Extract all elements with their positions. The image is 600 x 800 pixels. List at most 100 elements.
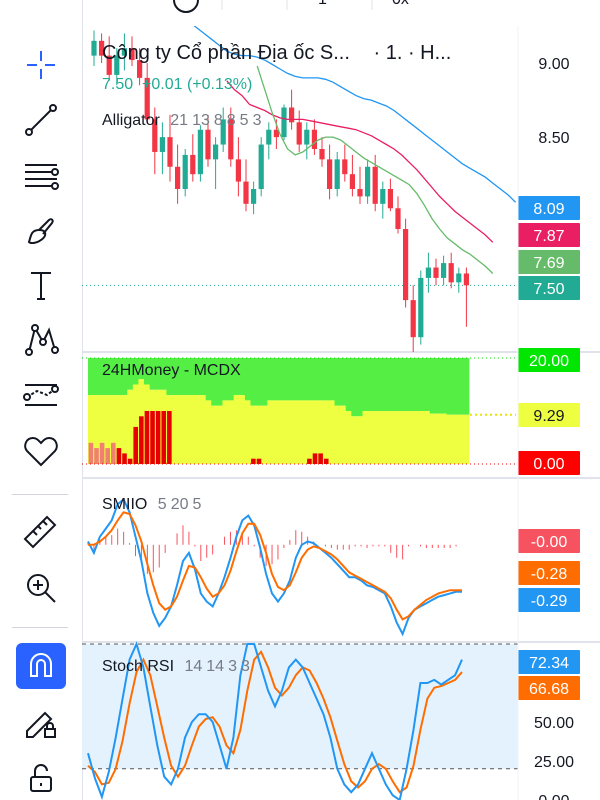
- mcdx-yellow-bar: [116, 395, 123, 464]
- mcdx-green-bar: [272, 358, 279, 401]
- candle-body: [159, 137, 165, 152]
- indicator-param: 5: [239, 112, 249, 129]
- mcdx-yellow-bar: [222, 400, 229, 464]
- candle-body: [220, 119, 226, 145]
- candle-body: [144, 77, 150, 120]
- mcdx-yellow-bar: [183, 395, 190, 464]
- symbol-interval: · 1. · H...: [373, 42, 452, 64]
- mcdx-green-bar: [211, 358, 218, 406]
- trend-line-icon[interactable]: [16, 97, 66, 143]
- mcdx-green-bar: [401, 358, 408, 411]
- mcdx-green-bar: [93, 358, 100, 396]
- mcdx-yellow-bar: [88, 395, 95, 464]
- fib-retracement-icon[interactable]: [16, 152, 66, 198]
- mcdx-yellow-bar: [368, 411, 375, 464]
- mcdx-green-bar: [384, 358, 391, 411]
- mcdx-green-bar: [205, 358, 212, 401]
- mcdx-yellow-bar: [457, 414, 464, 464]
- stochrsi-legend[interactable]: Stoch RSI 14 14 3 3: [102, 658, 254, 676]
- mcdx-green-bar: [244, 358, 251, 401]
- mcdx-yellow-bar: [256, 405, 263, 464]
- price-label-7-87: 7.87: [533, 228, 564, 245]
- price-label-8-09: 8.09: [533, 201, 564, 218]
- lock-drawings-icon[interactable]: [16, 698, 66, 744]
- ruler-icon[interactable]: [16, 508, 66, 554]
- symbol-legend[interactable]: Công ty Cổ phần Địa ốc S... · 1. · H...: [102, 42, 451, 65]
- mcdx-yellow-bar: [328, 400, 335, 464]
- candle-body: [304, 129, 310, 145]
- mcdx-green-bar: [194, 358, 201, 396]
- indicator-param: 14: [184, 658, 203, 675]
- magnet-icon[interactable]: [16, 643, 66, 689]
- mcdx-green-bar: [418, 358, 425, 411]
- candle-body: [91, 40, 97, 56]
- mcdx-green-bar: [312, 358, 319, 401]
- mcdx-salmon-bar: [105, 448, 111, 464]
- candle-body: [266, 129, 272, 145]
- mcdx-green-bar: [289, 358, 296, 401]
- mcdx-red-bar: [150, 411, 155, 464]
- mcdx-yellow-bar: [132, 384, 139, 464]
- candle-body: [463, 273, 469, 286]
- favorites-heart-icon[interactable]: [16, 428, 66, 474]
- smiio-label-1: -0.28: [531, 566, 568, 583]
- lips-line: [256, 65, 494, 274]
- mcdx-yellow-bar: [93, 395, 100, 464]
- mcdx-red-bar: [127, 458, 133, 464]
- indicator-param: 20: [170, 496, 189, 513]
- mcdx-red-bar: [307, 458, 312, 464]
- mcdx-green-bar: [256, 358, 263, 406]
- candle-body: [372, 166, 378, 204]
- chart-canvas[interactable]: 9.00 8.50 8.09 7.87 7.69 7.50 20.00 9.29 0.00 -0.…: [82, 26, 600, 800]
- crosshair-icon[interactable]: [16, 42, 66, 88]
- mcdx-label-1-bg: [518, 403, 580, 427]
- candle-body: [357, 189, 363, 197]
- candle-body: [425, 267, 431, 278]
- symbol-name[interactable]: Công ty Cổ phần Địa ốc S...: [102, 42, 350, 64]
- top-strip-snippet-1[interactable]: 1: [318, 0, 327, 9]
- mcdx-yellow-bar: [300, 400, 307, 464]
- mcdx-yellow-bar: [127, 389, 134, 464]
- mcdx-red-bar: [139, 416, 144, 464]
- indicator-name: Stoch RSI: [102, 658, 175, 675]
- smiio-label-0: -0.00: [531, 534, 568, 551]
- mcdx-green-bar: [435, 358, 442, 414]
- mcdx-green-bar: [440, 358, 447, 414]
- candle-body: [106, 55, 112, 75]
- candle-body: [395, 208, 401, 230]
- mcdx-salmon-bar: [99, 442, 105, 464]
- top-strip-snippet-2[interactable]: 0x: [392, 0, 409, 9]
- pattern-icon[interactable]: [16, 317, 66, 363]
- mcdx-yellow-bar: [401, 411, 408, 464]
- chart-area[interactable]: 9.00 8.50 8.09 7.87 7.69 7.50 20.00 9.29 0.00 -0.…: [82, 26, 600, 800]
- indicator-param: 21: [170, 112, 189, 129]
- unlock-icon[interactable]: [16, 754, 66, 800]
- mcdx-green-bar: [138, 358, 145, 380]
- mcdx-yellow-bar: [272, 400, 279, 464]
- candle-body: [433, 267, 439, 278]
- mcdx-yellow-bar: [228, 400, 235, 464]
- mcdx-green-bar: [261, 358, 268, 406]
- mcdx-green-bar: [362, 358, 369, 411]
- mcdx-label-2-bg: [518, 451, 580, 475]
- mcdx-green-bar: [172, 358, 179, 396]
- mcdx-label-0: 20.00: [529, 353, 569, 370]
- zoom-in-icon[interactable]: [16, 565, 66, 611]
- mcdx-green-bar: [177, 358, 184, 396]
- indicator-param: 3: [240, 658, 250, 675]
- brush-icon[interactable]: [16, 207, 66, 253]
- smiio-legend[interactable]: SMIIO 5 20 5: [102, 496, 205, 514]
- mcdx-yellow-bar: [306, 400, 313, 464]
- mcdx-yellow-bar: [373, 411, 380, 464]
- candle-body: [205, 129, 211, 160]
- price-change: 7.50 +0.01 (+0.13%): [102, 76, 253, 93]
- prediction-icon[interactable]: [16, 372, 66, 418]
- text-icon[interactable]: [16, 262, 66, 308]
- mcdx-green-bar: [228, 358, 235, 401]
- alligator-legend[interactable]: Alligator 21 13 8 8 5 3: [102, 112, 265, 130]
- candle-body: [296, 122, 302, 145]
- mcdx-red-bar: [155, 411, 161, 464]
- mcdx-legend[interactable]: 24HMoney - MCDX: [102, 362, 241, 380]
- indicator-param: 13: [192, 112, 210, 129]
- mcdx-green-bar: [328, 358, 335, 401]
